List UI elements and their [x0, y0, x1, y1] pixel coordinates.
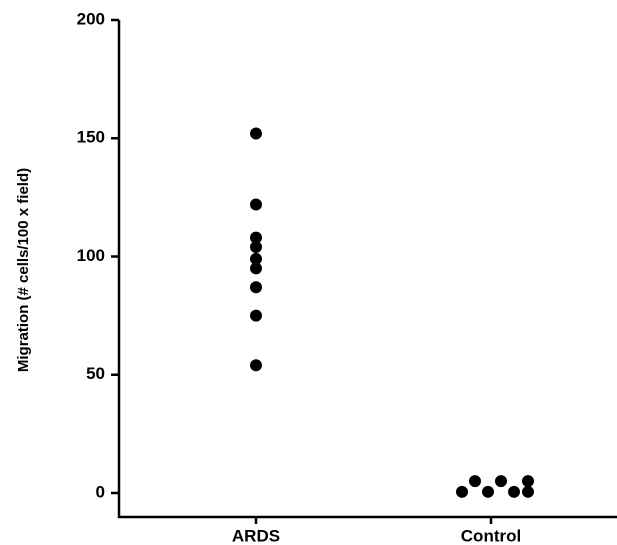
data-points [250, 127, 534, 498]
x-axis: ARDS Control [118, 515, 617, 545]
data-point [469, 475, 481, 488]
y-tick-label: 150 [77, 128, 105, 147]
x-ticks: ARDS Control [232, 517, 521, 545]
data-point [495, 475, 507, 488]
data-point [250, 231, 262, 244]
data-point [522, 485, 534, 498]
data-point [250, 198, 262, 211]
y-tick-label: 0 [96, 482, 105, 501]
data-point [250, 252, 262, 265]
data-point [250, 281, 262, 294]
data-point [508, 485, 520, 498]
data-point [250, 241, 262, 254]
y-tick-label: 100 [77, 246, 105, 265]
y-axis: 0 50 100 150 200 [77, 9, 121, 518]
data-point [482, 485, 494, 498]
y-ticks: 0 50 100 150 200 [77, 9, 119, 501]
data-point [456, 485, 468, 498]
data-point [250, 309, 262, 322]
y-tick-label: 200 [77, 9, 105, 28]
data-point [522, 475, 534, 488]
y-axis-title: Migration (# cells/100 x field) [15, 168, 32, 372]
data-point [250, 359, 262, 372]
x-tick-label: ARDS [232, 526, 280, 545]
data-point [250, 262, 262, 275]
y-tick-label: 50 [86, 364, 105, 383]
data-point [250, 127, 262, 140]
x-tick-label: Control [461, 526, 521, 545]
